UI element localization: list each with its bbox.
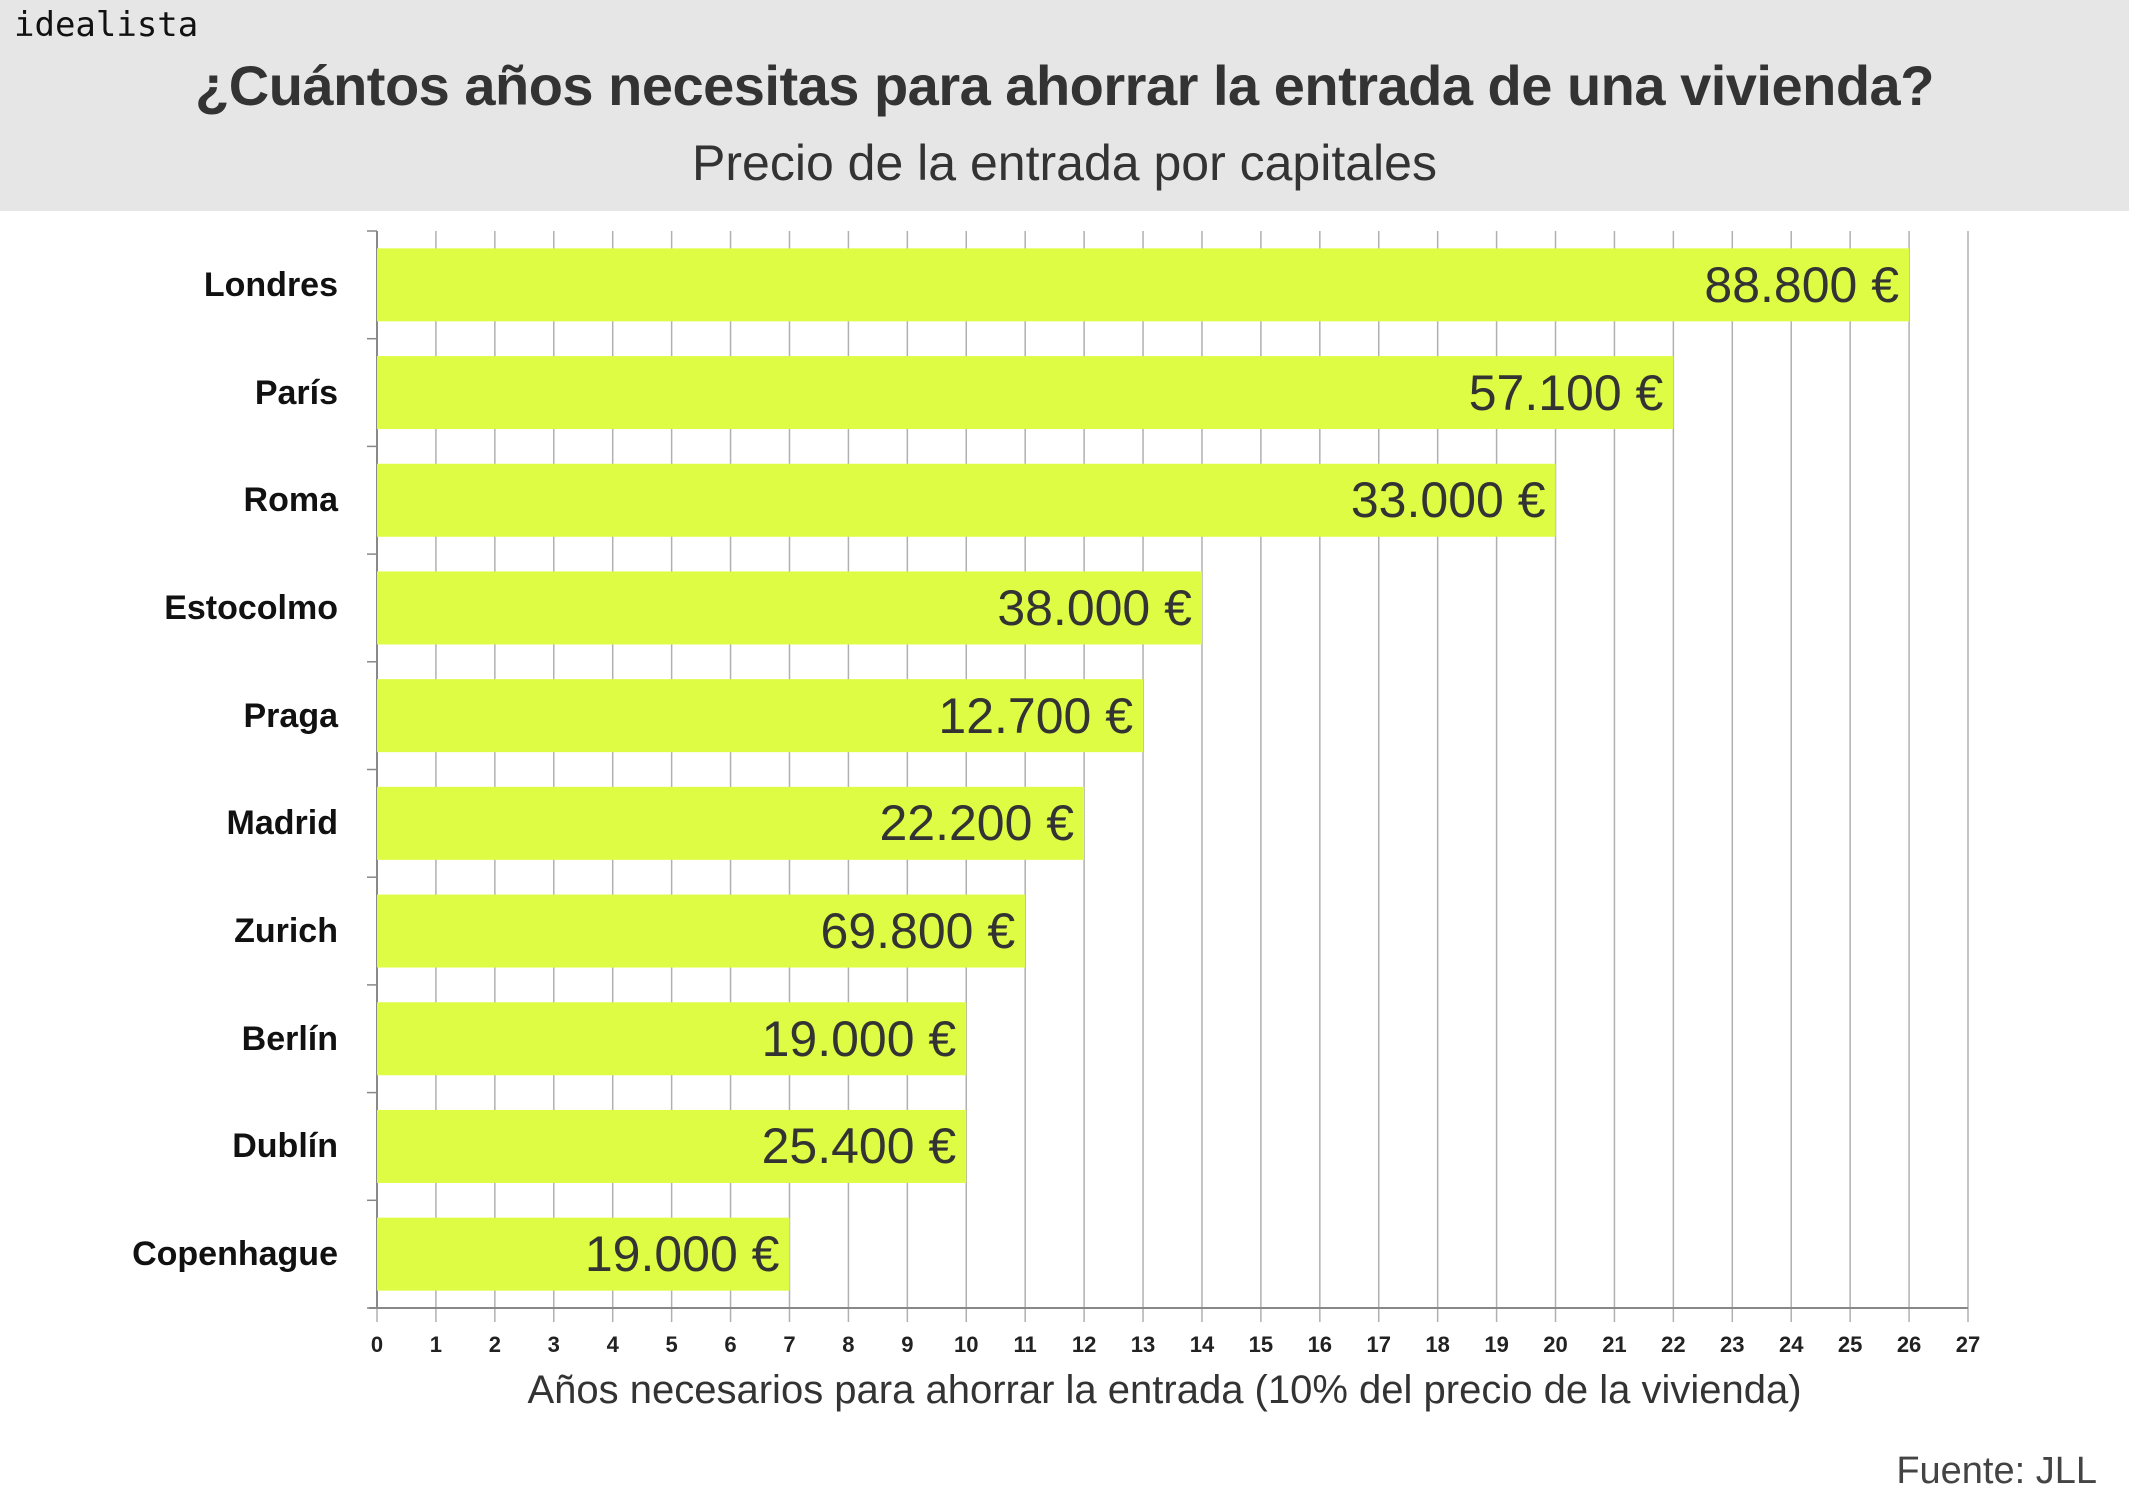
category-label: Estocolmo <box>164 588 338 627</box>
category-label: Berlín <box>241 1019 338 1058</box>
bar <box>377 1217 790 1291</box>
data-label: 38.000 € <box>997 579 1192 636</box>
bar <box>377 248 1910 322</box>
data-label: 57.100 € <box>1468 364 1664 421</box>
x-tick-label: 14 <box>1189 1332 1215 1357</box>
x-tick-label: 4 <box>606 1332 619 1357</box>
bar <box>377 1002 967 1076</box>
x-tick-label: 22 <box>1661 1332 1686 1357</box>
x-tick-label: 19 <box>1484 1332 1509 1357</box>
x-tick-label: 24 <box>1778 1332 1804 1357</box>
category-label: París <box>254 373 338 412</box>
bar <box>377 571 1202 645</box>
x-tick-label: 12 <box>1071 1332 1097 1357</box>
category-label: Copenhague <box>132 1235 338 1274</box>
x-tick-label: 9 <box>901 1332 914 1357</box>
header-background <box>0 0 2129 211</box>
x-tick-label: 5 <box>665 1332 678 1357</box>
bar <box>377 786 1085 860</box>
bar <box>377 894 1026 968</box>
bar <box>377 463 1556 537</box>
x-tick-label: 21 <box>1602 1332 1627 1357</box>
x-tick-label: 16 <box>1307 1332 1333 1357</box>
x-tick-label: 8 <box>842 1332 855 1357</box>
chart-title: ¿Cuántos años necesitas para ahorrar la … <box>195 54 1934 117</box>
x-tick-label: 1 <box>429 1332 443 1357</box>
category-label: Londres <box>203 265 338 304</box>
bar <box>377 679 1144 753</box>
data-label: 19.000 € <box>761 1010 957 1067</box>
x-tick-label: 27 <box>1955 1332 1981 1357</box>
data-label: 69.800 € <box>820 903 1016 960</box>
category-label: Zurich <box>234 912 338 951</box>
x-tick-label: 0 <box>370 1332 384 1357</box>
data-label: 12.700 € <box>938 687 1134 744</box>
data-label: 22.200 € <box>879 795 1075 852</box>
x-tick-label: 25 <box>1837 1332 1863 1357</box>
chart-subtitle: Precio de la entrada por capitales <box>692 135 1437 191</box>
x-tick-label: 6 <box>724 1332 737 1357</box>
x-tick-label: 10 <box>954 1332 979 1357</box>
category-label: Praga <box>243 696 339 735</box>
category-label: Dublín <box>232 1127 338 1166</box>
source-note: Fuente: JLL <box>1896 1450 2097 1492</box>
data-label: 19.000 € <box>584 1226 780 1283</box>
data-label: 25.400 € <box>761 1118 957 1175</box>
x-tick-label: 11 <box>1013 1332 1037 1357</box>
x-tick-label: 13 <box>1130 1332 1156 1357</box>
x-tick-label: 7 <box>783 1332 796 1357</box>
category-label: Roma <box>243 481 338 520</box>
brand-logo: idealista <box>14 5 199 45</box>
x-tick-label: 15 <box>1248 1332 1274 1357</box>
x-tick-label: 2 <box>488 1332 501 1357</box>
x-tick-label: 20 <box>1543 1332 1568 1357</box>
x-tick-label: 26 <box>1896 1332 1922 1357</box>
data-label: 33.000 € <box>1350 472 1546 529</box>
category-label: Madrid <box>226 804 338 843</box>
data-label: 88.800 € <box>1704 256 1900 313</box>
x-tick-label: 23 <box>1720 1332 1745 1357</box>
bar <box>377 356 1674 430</box>
x-tick-label: 17 <box>1366 1332 1391 1357</box>
x-tick-label: 18 <box>1425 1332 1450 1357</box>
x-tick-label: 3 <box>547 1332 560 1357</box>
bar <box>377 1109 967 1183</box>
x-axis-label: Años necesarios para ahorrar la entrada … <box>527 1368 1802 1412</box>
